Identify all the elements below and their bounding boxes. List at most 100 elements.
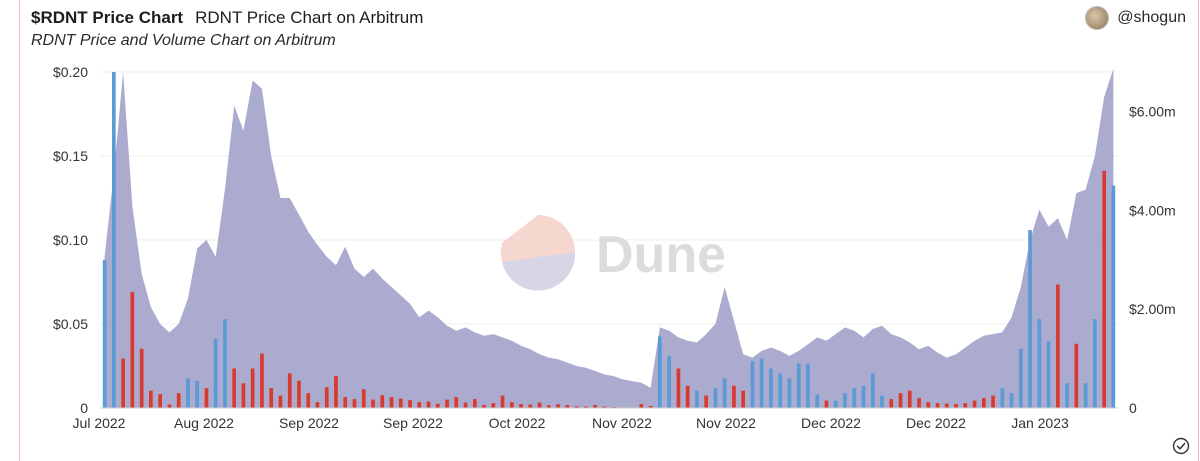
volume-bar (556, 404, 560, 408)
volume-bar (343, 397, 348, 408)
volume-bar (121, 358, 125, 408)
volume-bar (852, 388, 857, 408)
volume-bar (324, 387, 329, 408)
volume-bar (510, 402, 514, 408)
chart-subtitle: RDNT Price Chart on Arbitrum (195, 8, 424, 27)
volume-bar (806, 363, 810, 408)
y-left-tick-label: $0.20 (53, 64, 88, 80)
x-tick-label: Aug 2022 (174, 415, 234, 431)
volume-bar (398, 398, 403, 408)
volume-bar (1102, 170, 1106, 408)
volume-bar (1074, 343, 1079, 408)
volume-bar (778, 373, 783, 408)
avatar[interactable] (1085, 6, 1110, 30)
volume-bar (926, 402, 931, 408)
volume-bar (1009, 393, 1014, 408)
volume-bar (1046, 341, 1051, 408)
volume-bar (260, 353, 264, 408)
volume-bar (1065, 383, 1069, 408)
volume-bar (889, 399, 894, 408)
volume-bar (584, 406, 588, 408)
volume-bar (380, 395, 385, 408)
volume-bar (880, 395, 884, 408)
x-tick-label: Sep 2022 (279, 415, 339, 431)
x-tick-label: Sep 2022 (383, 415, 443, 431)
x-tick-label: Oct 2022 (489, 415, 546, 431)
volume-bar (972, 400, 977, 408)
volume-bar (917, 398, 921, 408)
volume-bar (593, 405, 597, 408)
volume-bar (954, 404, 958, 408)
y-left-tick-label: $0.15 (53, 148, 88, 164)
check-circle-icon[interactable] (1172, 437, 1190, 455)
volume-bar (537, 402, 542, 408)
volume-bar (898, 393, 903, 408)
x-tick-label: Nov 2022 (592, 415, 652, 431)
x-tick-label: Dec 2022 (801, 415, 861, 431)
volume-bar (306, 393, 311, 408)
volume-bar (861, 385, 866, 408)
volume-bar (389, 397, 394, 408)
volume-bar (102, 259, 107, 408)
volume-bar (269, 388, 274, 408)
volume-bar (944, 403, 949, 408)
volume-bar (408, 400, 412, 408)
volume-bar (232, 368, 236, 408)
volume-bar (435, 403, 440, 408)
volume-bar (963, 403, 968, 408)
volume-bar (870, 373, 875, 408)
volume-bar (982, 398, 986, 408)
volume-bar (695, 390, 699, 408)
volume-bar (297, 380, 301, 408)
y-right-tick-label: $2.00m (1129, 301, 1176, 317)
volume-bar (361, 389, 366, 408)
volume-bar (667, 356, 671, 408)
volume-bar (685, 385, 690, 408)
volume-bar (676, 368, 681, 408)
chart-frame (19, 0, 1199, 461)
volume-bar (574, 406, 579, 408)
volume-bar (1056, 284, 1060, 408)
username[interactable]: @shogun (1117, 9, 1186, 26)
volume-bar (463, 402, 468, 408)
volume-bar (769, 368, 773, 408)
volume-bar (1019, 348, 1023, 408)
volume-bar (287, 373, 292, 408)
volume-bar (204, 388, 209, 408)
y-left-tick-label: $0.05 (53, 316, 88, 332)
volume-bar (278, 395, 283, 408)
volume-bar (371, 399, 375, 408)
volume-bar (454, 397, 459, 408)
user-badge[interactable]: @shogun (1085, 6, 1186, 30)
x-tick-label: Jan 2023 (1011, 415, 1069, 431)
volume-bar (1093, 319, 1097, 408)
price-area (104, 68, 1114, 408)
volume-bar (334, 375, 338, 408)
volume-bar (602, 406, 607, 408)
x-tick-label: Dec 2022 (906, 415, 966, 431)
volume-bar (213, 338, 218, 408)
volume-bar (315, 402, 320, 408)
volume-bar (1111, 185, 1116, 408)
volume-bar (1028, 230, 1032, 408)
volume-bar (759, 358, 764, 408)
volume-bar (935, 403, 940, 408)
chart-description: RDNT Price and Volume Chart on Arbitrum (31, 32, 336, 49)
volume-bar (658, 336, 662, 408)
volume-bar (158, 394, 162, 408)
y-right-tick-label: $6.00m (1129, 104, 1176, 120)
volume-bar (112, 72, 116, 408)
volume-bar (824, 400, 829, 408)
volume-bar (223, 319, 227, 408)
watermark-text: Dune (596, 226, 726, 284)
dune-logo-bottom (502, 252, 576, 291)
y-left-tick-label: 0 (80, 400, 88, 416)
volume-bar (186, 378, 190, 408)
x-tick-label: Jul 2022 (73, 415, 126, 431)
volume-bar (1037, 319, 1042, 408)
chart-header: $RDNT Price Chart RDNT Price Chart on Ar… (31, 8, 423, 28)
volume-bar (565, 405, 570, 408)
volume-bar (250, 368, 255, 408)
volume-bar (241, 383, 246, 408)
